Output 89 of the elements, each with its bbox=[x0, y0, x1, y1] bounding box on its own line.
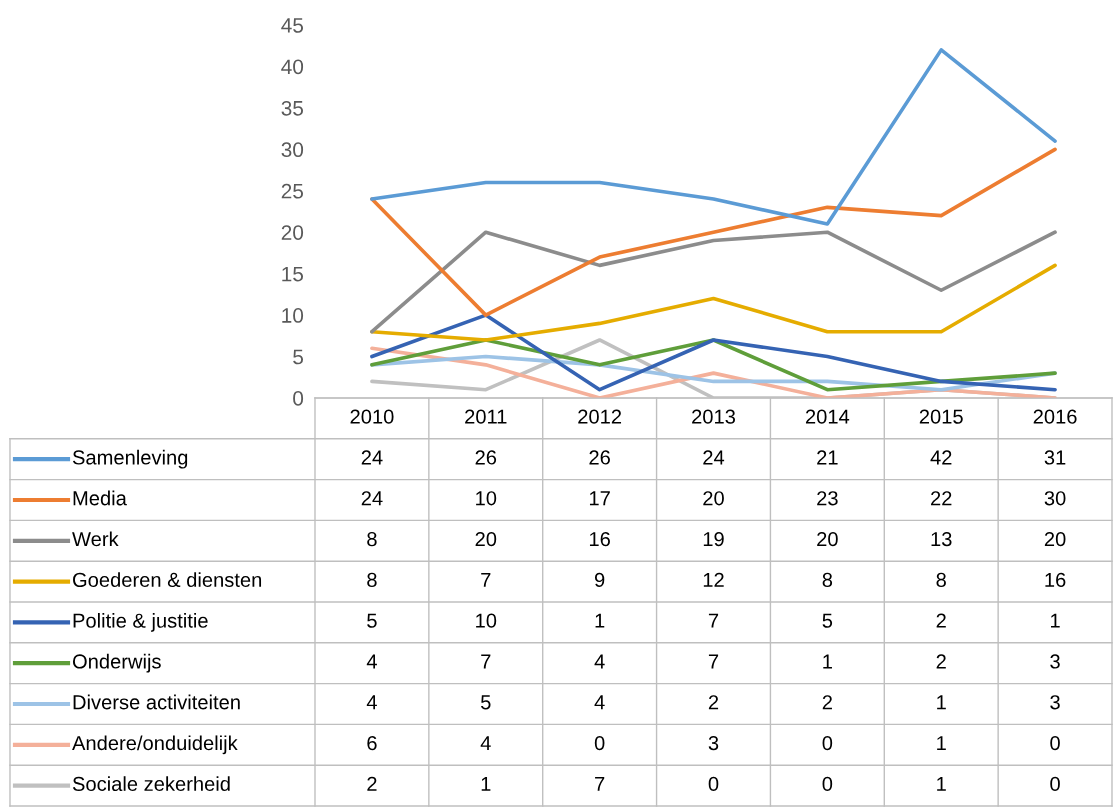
data-label: 12 bbox=[703, 572, 724, 587]
data-label: 3 bbox=[708, 735, 719, 751]
y-tick-label: 30 bbox=[281, 142, 304, 158]
data-label: 0 bbox=[1050, 735, 1060, 751]
data-label: 17 bbox=[589, 491, 610, 506]
legend-label: Andere/onduidelijk bbox=[72, 735, 238, 755]
data-label: 24 bbox=[361, 450, 383, 465]
data-label: 2 bbox=[367, 776, 377, 791]
y-tick-label: 0 bbox=[293, 391, 304, 406]
legend-label: Sociale zekerheid bbox=[72, 776, 230, 792]
y-tick-label: 35 bbox=[281, 100, 304, 116]
y-tick-label: 25 bbox=[281, 183, 304, 199]
data-label: 7 bbox=[595, 776, 605, 791]
data-label: 1 bbox=[595, 613, 605, 628]
data-label: 2 bbox=[936, 613, 946, 628]
y-tick-label: 20 bbox=[281, 225, 304, 240]
data-label: 6 bbox=[367, 735, 377, 751]
data-label: 4 bbox=[594, 654, 605, 669]
x-tick-label: 2016 bbox=[1033, 409, 1077, 424]
data-label: 1 bbox=[481, 776, 491, 791]
data-label: 9 bbox=[594, 572, 605, 588]
data-label: 1 bbox=[823, 654, 832, 669]
data-label: 0 bbox=[594, 735, 605, 751]
data-label: 24 bbox=[703, 450, 725, 465]
data-label: 4 bbox=[480, 736, 491, 751]
data-label: 31 bbox=[1044, 450, 1066, 465]
data-label: 0 bbox=[1050, 776, 1060, 792]
data-label: 20 bbox=[817, 531, 838, 547]
data-label: 0 bbox=[822, 776, 833, 792]
y-tick-label: 15 bbox=[282, 266, 304, 282]
data-label: 16 bbox=[1045, 572, 1066, 588]
x-tick-label: 2014 bbox=[805, 409, 850, 424]
data-label: 7 bbox=[481, 654, 491, 669]
data-label: 4 bbox=[366, 654, 377, 669]
legend-label: Onderwijs bbox=[72, 653, 161, 673]
x-tick-label: 2012 bbox=[578, 409, 622, 424]
data-label: 7 bbox=[708, 613, 719, 628]
y-tick-label: 10 bbox=[282, 308, 304, 323]
data-label: 2 bbox=[822, 695, 832, 710]
data-label: 20 bbox=[475, 531, 497, 547]
data-label: 1 bbox=[937, 695, 946, 710]
x-tick-label: 2013 bbox=[692, 409, 736, 424]
data-label: 13 bbox=[931, 531, 952, 547]
legend-label: Media bbox=[73, 490, 127, 506]
data-label: 0 bbox=[822, 735, 833, 751]
legend-label: Politie & justitie bbox=[73, 613, 208, 632]
x-tick-label: 2010 bbox=[350, 409, 394, 424]
legend-label: Diverse activiteiten bbox=[73, 694, 240, 710]
y-tick-label: 45 bbox=[281, 18, 304, 33]
data-label: 19 bbox=[703, 531, 724, 547]
x-tick-label: 2011 bbox=[465, 409, 507, 424]
legend-label: Werk bbox=[72, 531, 119, 547]
data-label: 8 bbox=[936, 572, 946, 588]
data-label: 5 bbox=[367, 613, 377, 628]
data-label: 7 bbox=[708, 654, 719, 669]
data-label: 3 bbox=[1050, 654, 1060, 669]
data-label: 3 bbox=[1050, 695, 1060, 710]
legend-label: Samenleving bbox=[72, 449, 188, 469]
data-label: 20 bbox=[703, 491, 724, 506]
data-label: 23 bbox=[817, 491, 838, 506]
data-label: 8 bbox=[367, 531, 377, 547]
data-label: 1 bbox=[937, 776, 946, 791]
data-label: 22 bbox=[931, 491, 952, 506]
data-label: 5 bbox=[822, 613, 833, 628]
data-label: 21 bbox=[817, 450, 838, 465]
data-label: 5 bbox=[480, 695, 491, 710]
data-label: 16 bbox=[589, 531, 610, 547]
data-label: 7 bbox=[481, 572, 491, 587]
data-label: 1 bbox=[1051, 613, 1060, 628]
x-tick-label: 2015 bbox=[919, 409, 963, 424]
data-label: 2 bbox=[936, 654, 946, 669]
data-label: 20 bbox=[1044, 531, 1066, 547]
y-tick-label: 5 bbox=[293, 349, 304, 365]
data-label: 4 bbox=[594, 695, 605, 710]
data-label: 26 bbox=[589, 450, 610, 465]
data-label: 24 bbox=[361, 491, 383, 506]
data-label: 0 bbox=[708, 776, 719, 792]
legend-label: Goederen & diensten bbox=[73, 572, 262, 588]
data-label: 4 bbox=[366, 695, 377, 710]
data-label: 10 bbox=[476, 613, 497, 628]
y-tick-label: 40 bbox=[281, 59, 304, 75]
data-label: 8 bbox=[367, 572, 377, 588]
data-label: 2 bbox=[708, 695, 719, 710]
data-label: 8 bbox=[822, 572, 833, 588]
data-label: 10 bbox=[476, 491, 497, 506]
data-label: 1 bbox=[937, 736, 946, 751]
data-label: 30 bbox=[1044, 491, 1066, 506]
data-label: 42 bbox=[930, 450, 952, 465]
data-label: 26 bbox=[475, 450, 497, 465]
